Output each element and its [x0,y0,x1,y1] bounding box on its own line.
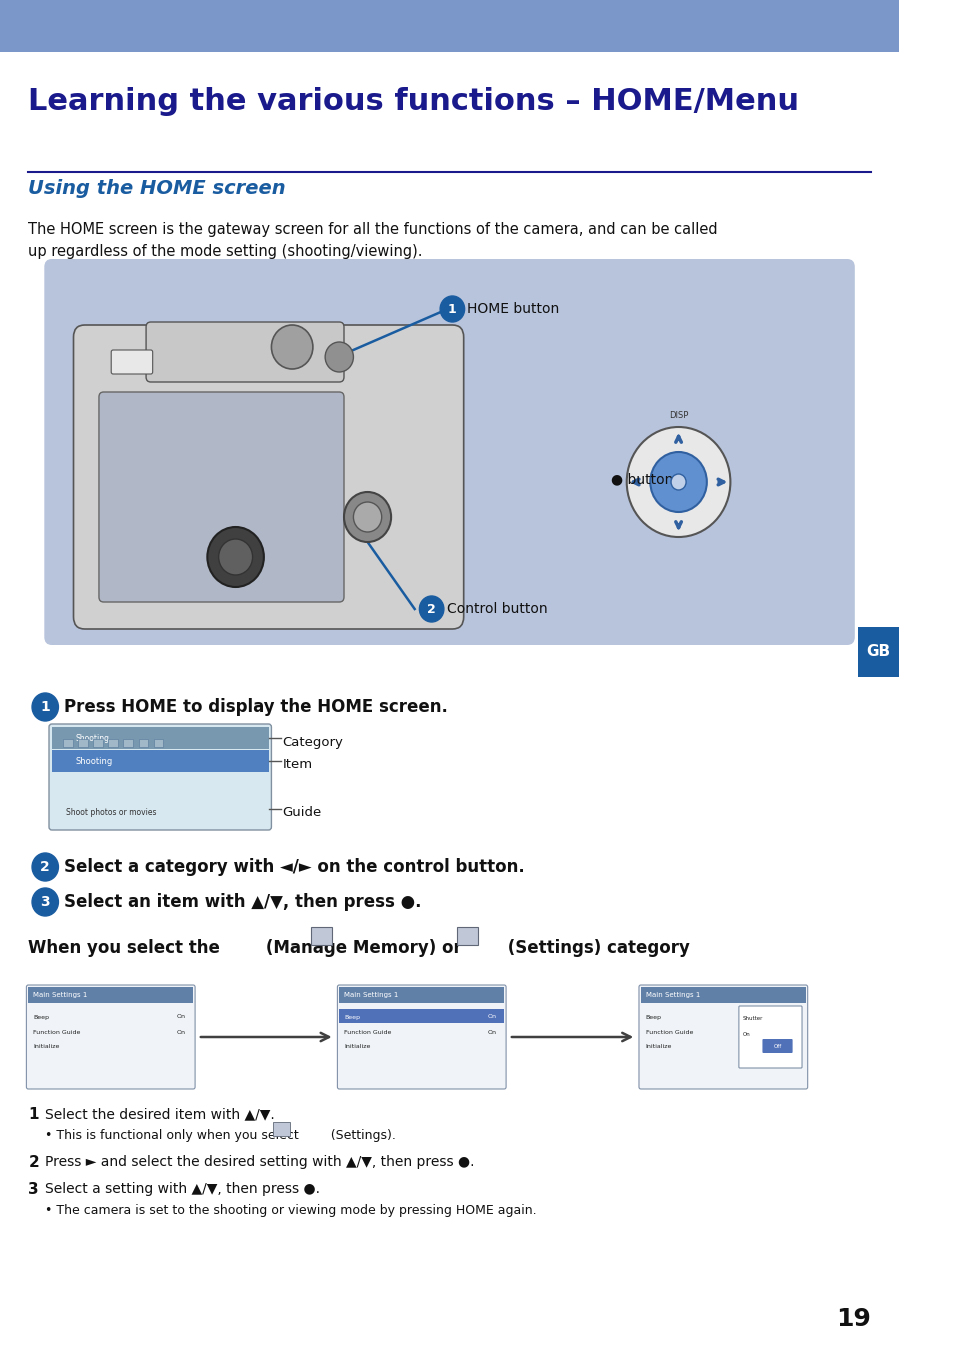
Bar [78,740,88,746]
Text: Shutter: Shutter [741,1016,762,1022]
FancyBboxPatch shape [857,627,898,677]
Text: Category: Category [282,735,343,749]
Bar [311,927,332,944]
Text: ● button: ● button [610,472,673,486]
Text: 1: 1 [448,303,456,315]
Text: The HOME screen is the gateway screen for all the functions of the camera, and c: The HOME screen is the gateway screen fo… [29,223,718,259]
Text: 1: 1 [40,700,51,714]
Bar [273,1122,290,1136]
Text: Select the desired item with ▲/▼.: Select the desired item with ▲/▼. [45,1107,274,1121]
FancyBboxPatch shape [112,350,152,375]
Text: Shooting: Shooting [75,756,112,765]
Text: Learning the various functions – HOME/Menu: Learning the various functions – HOME/Me… [29,87,799,115]
Text: Main Settings 1: Main Settings 1 [33,992,88,997]
FancyBboxPatch shape [73,324,463,630]
Text: 2: 2 [29,1155,39,1170]
Circle shape [419,596,443,622]
Text: Shooting: Shooting [75,734,110,742]
FancyBboxPatch shape [99,392,344,603]
Circle shape [32,693,58,721]
Text: When you select the        (Manage Memory) or        (Settings) category: When you select the (Manage Memory) or (… [29,939,689,957]
Text: Beep: Beep [344,1015,359,1019]
Text: 19: 19 [835,1307,870,1331]
Text: Select an item with ▲/▼, then press ●.: Select an item with ▲/▼, then press ●. [64,893,421,911]
FancyBboxPatch shape [739,1006,801,1068]
Bar [153,740,163,746]
Circle shape [32,887,58,916]
Text: 1: 1 [29,1107,39,1122]
Text: 2: 2 [40,860,51,874]
Text: On: On [741,1031,750,1037]
Text: On: On [487,1015,497,1019]
FancyBboxPatch shape [146,322,344,383]
Circle shape [325,342,353,372]
Text: Beep: Beep [645,1015,660,1019]
FancyBboxPatch shape [0,0,898,52]
Text: Using the HOME screen: Using the HOME screen [29,179,286,198]
Bar [63,740,72,746]
Circle shape [626,427,730,537]
Bar [640,987,805,1003]
Circle shape [207,527,264,588]
Text: Main Settings 1: Main Settings 1 [645,992,700,997]
Bar [339,1010,504,1023]
FancyBboxPatch shape [337,985,506,1090]
Text: Off: Off [773,1044,781,1049]
Circle shape [344,493,391,541]
Bar [93,740,103,746]
Text: Beep: Beep [33,1015,49,1019]
FancyBboxPatch shape [44,259,854,645]
Bar [109,740,117,746]
Text: Guide: Guide [282,806,322,818]
FancyBboxPatch shape [49,725,272,830]
Text: On: On [176,1015,186,1019]
Circle shape [32,854,58,881]
Text: Control button: Control button [446,603,547,616]
Bar [51,727,269,749]
Circle shape [353,502,381,532]
Bar [339,987,504,1003]
Text: On: On [487,1030,497,1034]
Text: Initialize: Initialize [344,1045,370,1049]
Text: Function Guide: Function Guide [645,1030,692,1034]
Text: 3: 3 [29,1182,39,1197]
Text: 3: 3 [40,896,50,909]
Circle shape [670,474,685,490]
Text: Initialize: Initialize [645,1045,671,1049]
Text: DISP: DISP [668,411,687,421]
FancyBboxPatch shape [639,985,807,1090]
Text: Select a setting with ▲/▼, then press ●.: Select a setting with ▲/▼, then press ●. [45,1182,320,1196]
FancyBboxPatch shape [27,985,194,1090]
Text: 2: 2 [427,603,436,616]
Text: Select a category with ◄/► on the control button.: Select a category with ◄/► on the contro… [64,858,524,877]
Text: Main Settings 1: Main Settings 1 [344,992,398,997]
Text: Press HOME to display the HOME screen.: Press HOME to display the HOME screen. [64,697,448,716]
Circle shape [218,539,253,575]
FancyBboxPatch shape [761,1039,792,1053]
Text: Item: Item [282,757,313,771]
Text: HOME button: HOME button [467,303,559,316]
Bar [51,750,269,772]
Text: • This is functional only when you select        (Settings).: • This is functional only when you selec… [45,1129,395,1143]
Text: Function Guide: Function Guide [33,1030,80,1034]
Text: GB: GB [865,643,889,658]
Bar [29,987,193,1003]
Circle shape [272,324,313,369]
Text: • The camera is set to the shooting or viewing mode by pressing HOME again.: • The camera is set to the shooting or v… [45,1204,537,1217]
Text: Shoot photos or movies: Shoot photos or movies [66,807,156,817]
Bar [138,740,148,746]
Bar [456,927,477,944]
Circle shape [650,452,706,512]
Bar [123,740,132,746]
Text: On: On [176,1030,186,1034]
Text: Function Guide: Function Guide [344,1030,391,1034]
Text: Initialize: Initialize [33,1045,59,1049]
Circle shape [439,296,464,322]
Text: Press ► and select the desired setting with ▲/▼, then press ●.: Press ► and select the desired setting w… [45,1155,475,1168]
